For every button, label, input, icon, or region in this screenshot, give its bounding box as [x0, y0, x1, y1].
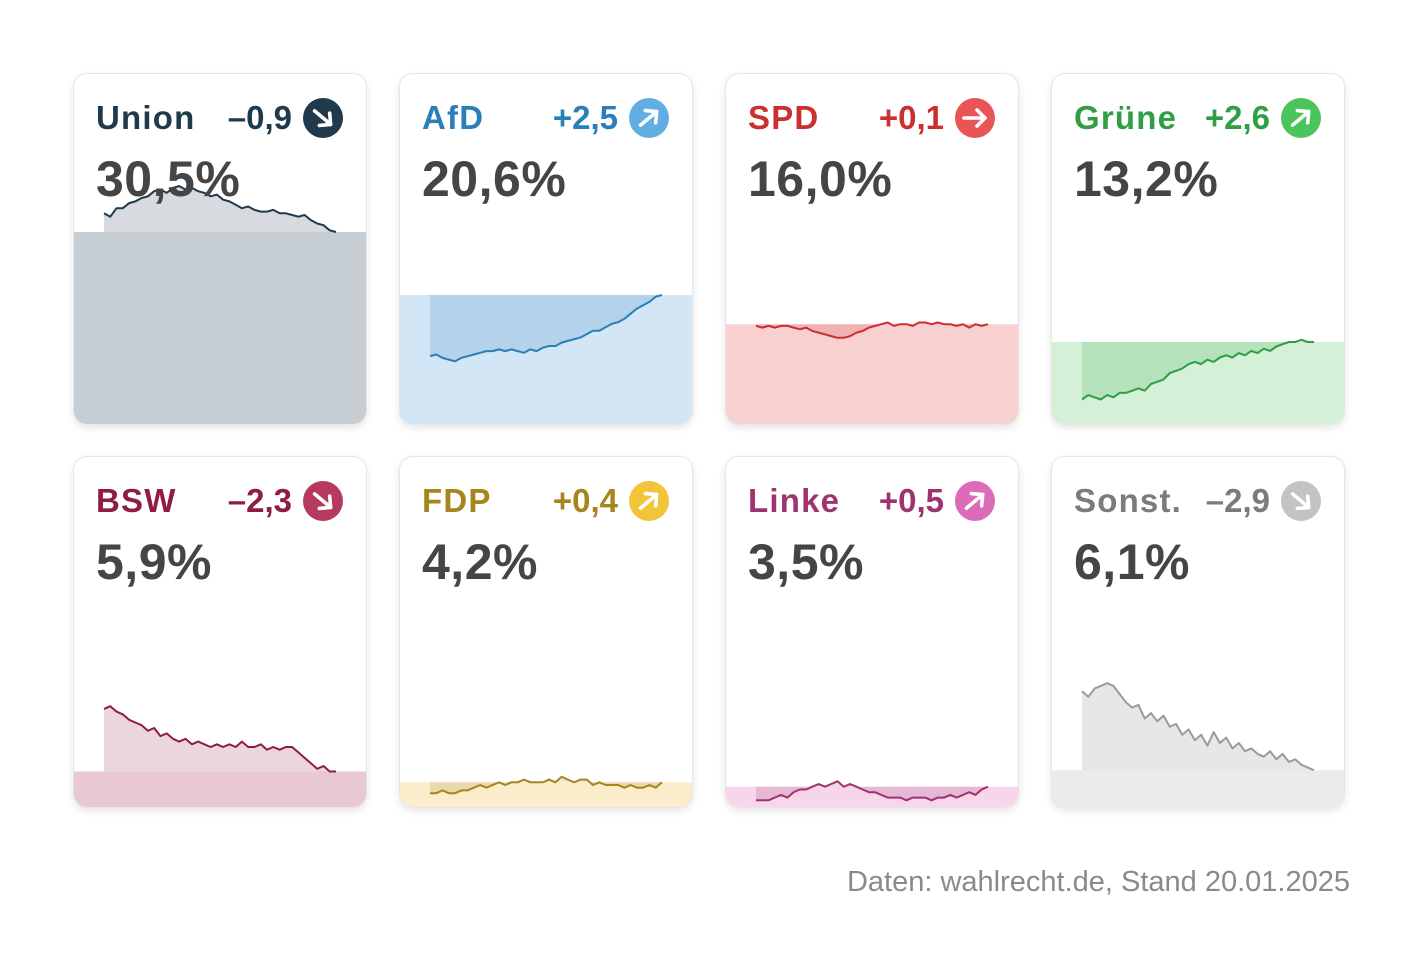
share-bar: [400, 782, 692, 807]
change-value: –2,9: [1205, 482, 1270, 519]
trend-arrow-icon: [1281, 98, 1321, 138]
change-value: +0,1: [878, 99, 944, 136]
vote-share: 30,5%: [96, 151, 241, 207]
party-chart-fdp: [400, 775, 692, 807]
change-value: +2,6: [1204, 99, 1270, 136]
trend-line: [755, 321, 989, 339]
party-name: Grüne: [1074, 99, 1178, 136]
card-header: BSW –2,3: [96, 479, 344, 523]
party-name: Union: [96, 99, 196, 136]
change-value: –0,9: [227, 99, 292, 136]
trend-area: [756, 322, 988, 338]
trend-area: [1082, 339, 1314, 400]
change-group: +2,5: [553, 97, 670, 139]
change-value: –2,3: [227, 482, 292, 519]
change-value: +0,4: [552, 482, 618, 519]
change-value: +0,5: [878, 482, 944, 519]
card-header: Grüne +2,6: [1074, 96, 1322, 140]
card-header: AfD +2,5: [422, 96, 670, 140]
trend-line: [1081, 682, 1315, 772]
change-group: +0,5: [879, 480, 996, 522]
party-name: BSW: [96, 482, 177, 519]
card-header: SPD +0,1: [748, 96, 996, 140]
party-chart-afd: [400, 294, 692, 424]
trend-arrow-icon: [955, 98, 995, 138]
vote-share: 16,0%: [748, 151, 893, 207]
vote-share: 4,2%: [422, 534, 538, 590]
source-note: Daten: wahlrecht.de, Stand 20.01.2025: [846, 866, 1350, 898]
party-chart-spd: [726, 321, 1018, 424]
trend-line: [429, 294, 663, 363]
trend-area: [1082, 683, 1314, 771]
trend-line: [1081, 338, 1314, 401]
change-group: –2,3: [228, 480, 344, 522]
trend-arrow-icon: [629, 481, 669, 521]
vote-share: 6,1%: [1074, 534, 1190, 590]
change-value: +2,5: [552, 99, 618, 136]
party-card-sonst: Sonst. –2,9 6,1%: [1051, 456, 1345, 808]
share-bar: [74, 232, 366, 424]
trend-arrow-icon: [303, 481, 343, 521]
card-header: FDP +0,4: [422, 479, 670, 523]
vote-share: 3,5%: [748, 534, 864, 590]
party-card-union: Union –0,9 30,5%: [73, 73, 367, 425]
change-group: +0,1: [879, 97, 996, 139]
party-name: Sonst.: [1074, 482, 1183, 519]
trend-area: [430, 295, 662, 362]
card-header: Union –0,9: [96, 96, 344, 140]
share-bar: [74, 771, 366, 807]
party-name: AfD: [422, 99, 485, 136]
party-card-linke: Linke +0,5 3,5%: [725, 456, 1019, 808]
party-card-grne: Grüne +2,6 13,2%: [1051, 73, 1345, 425]
party-card-spd: SPD +0,1 16,0%: [725, 73, 1019, 425]
party-card-bsw: BSW –2,3 5,9%: [73, 456, 367, 808]
card-header: Sonst. –2,9: [1074, 479, 1322, 523]
trend-line: [756, 780, 989, 802]
trend-area: [104, 186, 336, 232]
vote-share: 20,6%: [422, 151, 567, 207]
trend-arrow-icon: [955, 481, 995, 521]
vote-share: 5,9%: [96, 534, 212, 590]
share-bar: [726, 786, 1018, 807]
share-bar: [1052, 342, 1344, 424]
trend-arrow-icon: [303, 98, 343, 138]
trend-area: [104, 706, 336, 772]
party-name: FDP: [422, 482, 492, 519]
change-group: +2,6: [1205, 97, 1322, 139]
poll-cards-grid: Union –0,9 30,5% AfD +2,5 20,6% SPD +0,1 16,0% Gr…: [73, 73, 1345, 808]
trend-arrow-icon: [1281, 481, 1321, 521]
trend-line: [103, 705, 336, 773]
vote-share: 13,2%: [1074, 151, 1219, 207]
change-group: –2,9: [1206, 480, 1322, 522]
party-chart-linke: [726, 780, 1018, 807]
trend-line: [430, 775, 663, 795]
share-bar: [726, 324, 1018, 424]
party-card-fdp: FDP +0,4 4,2%: [399, 456, 693, 808]
trend-line: [103, 185, 337, 233]
party-chart-grne: [1052, 338, 1344, 424]
party-card-afd: AfD +2,5 20,6%: [399, 73, 693, 425]
party-chart-sonst: [1052, 682, 1344, 807]
share-bar: [1052, 770, 1344, 807]
party-name: Linke: [748, 482, 841, 519]
party-chart-bsw: [74, 705, 366, 807]
party-name: SPD: [748, 99, 820, 136]
party-chart-union: [74, 185, 366, 424]
change-group: +0,4: [553, 480, 670, 522]
change-group: –0,9: [228, 97, 344, 139]
card-header: Linke +0,5: [748, 479, 996, 523]
trend-arrow-icon: [629, 98, 669, 138]
